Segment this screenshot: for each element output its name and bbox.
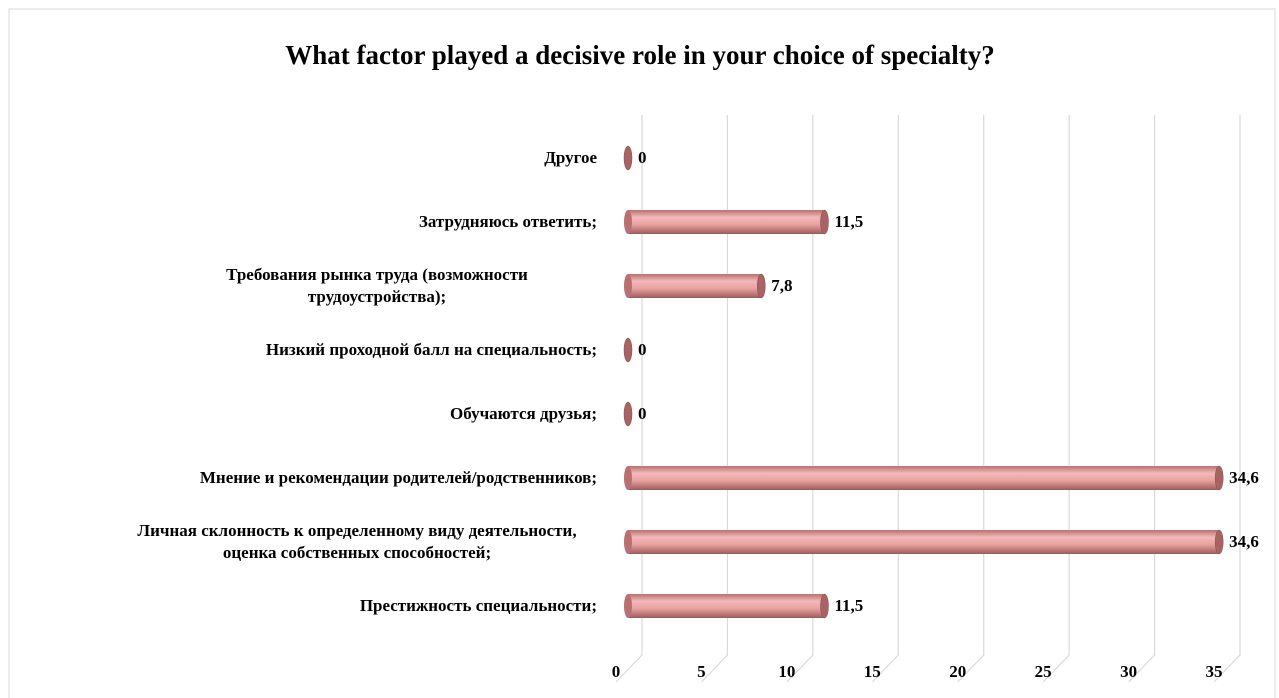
x-tick-label: 35 <box>1206 662 1223 681</box>
y-tick-label: Мнение и рекомендации родителей/родствен… <box>199 468 597 487</box>
value-label: 0 <box>638 340 647 359</box>
chart-border <box>8 8 1276 698</box>
x-tick-label: 30 <box>1120 662 1137 681</box>
grid-line <box>786 115 814 683</box>
grid-line <box>871 115 899 683</box>
bar-end <box>623 401 633 427</box>
bar-end <box>1214 465 1224 491</box>
x-tick-label: 20 <box>949 662 966 681</box>
bar-end <box>757 273 766 299</box>
grid-line <box>957 115 985 683</box>
bar <box>628 466 1220 490</box>
x-tick-label: 5 <box>697 662 706 681</box>
grid-line <box>1042 115 1070 683</box>
y-tick-label: Низкий проходной балл на специальность; <box>265 340 597 359</box>
bar-end <box>1214 529 1224 555</box>
value-label: 34,6 <box>1229 532 1259 551</box>
value-label: 7,8 <box>771 276 792 295</box>
bar-end <box>820 209 829 235</box>
y-tick-label: Требования рынка труда (возможности труд… <box>226 265 528 306</box>
y-tick-label: Другое <box>544 148 597 167</box>
bar-cap <box>624 210 632 234</box>
y-tick-label: Личная склонность к определенному виду д… <box>137 521 577 562</box>
bar-cap <box>624 594 632 618</box>
value-label: 0 <box>638 404 647 423</box>
value-label: 11,5 <box>834 212 863 231</box>
value-label: 0 <box>638 148 647 167</box>
bar-cap <box>624 466 632 490</box>
bar-cap <box>624 274 632 298</box>
grid-line <box>1213 115 1241 683</box>
bar-end <box>820 593 829 619</box>
chart-title: What factor played a decisive role in yo… <box>285 40 994 70</box>
bar-end <box>623 145 633 171</box>
x-tick-label: 15 <box>864 662 881 681</box>
x-tick-label: 0 <box>612 662 621 681</box>
bar-end <box>623 337 633 363</box>
y-tick-label: Затрудняюсь ответить; <box>418 212 597 231</box>
bar-cap <box>624 530 632 554</box>
y-tick-label: Престижность специальности; <box>359 596 597 615</box>
bar <box>628 530 1220 554</box>
bar <box>628 274 762 298</box>
value-label: 34,6 <box>1229 468 1259 487</box>
y-tick-label: Обучаются друзья; <box>450 404 597 423</box>
x-tick-label: 10 <box>778 662 795 681</box>
value-label: 11,5 <box>834 596 863 615</box>
x-tick-label: 25 <box>1035 662 1052 681</box>
bar <box>628 594 825 618</box>
bar <box>628 210 825 234</box>
grid-line <box>1128 115 1156 683</box>
